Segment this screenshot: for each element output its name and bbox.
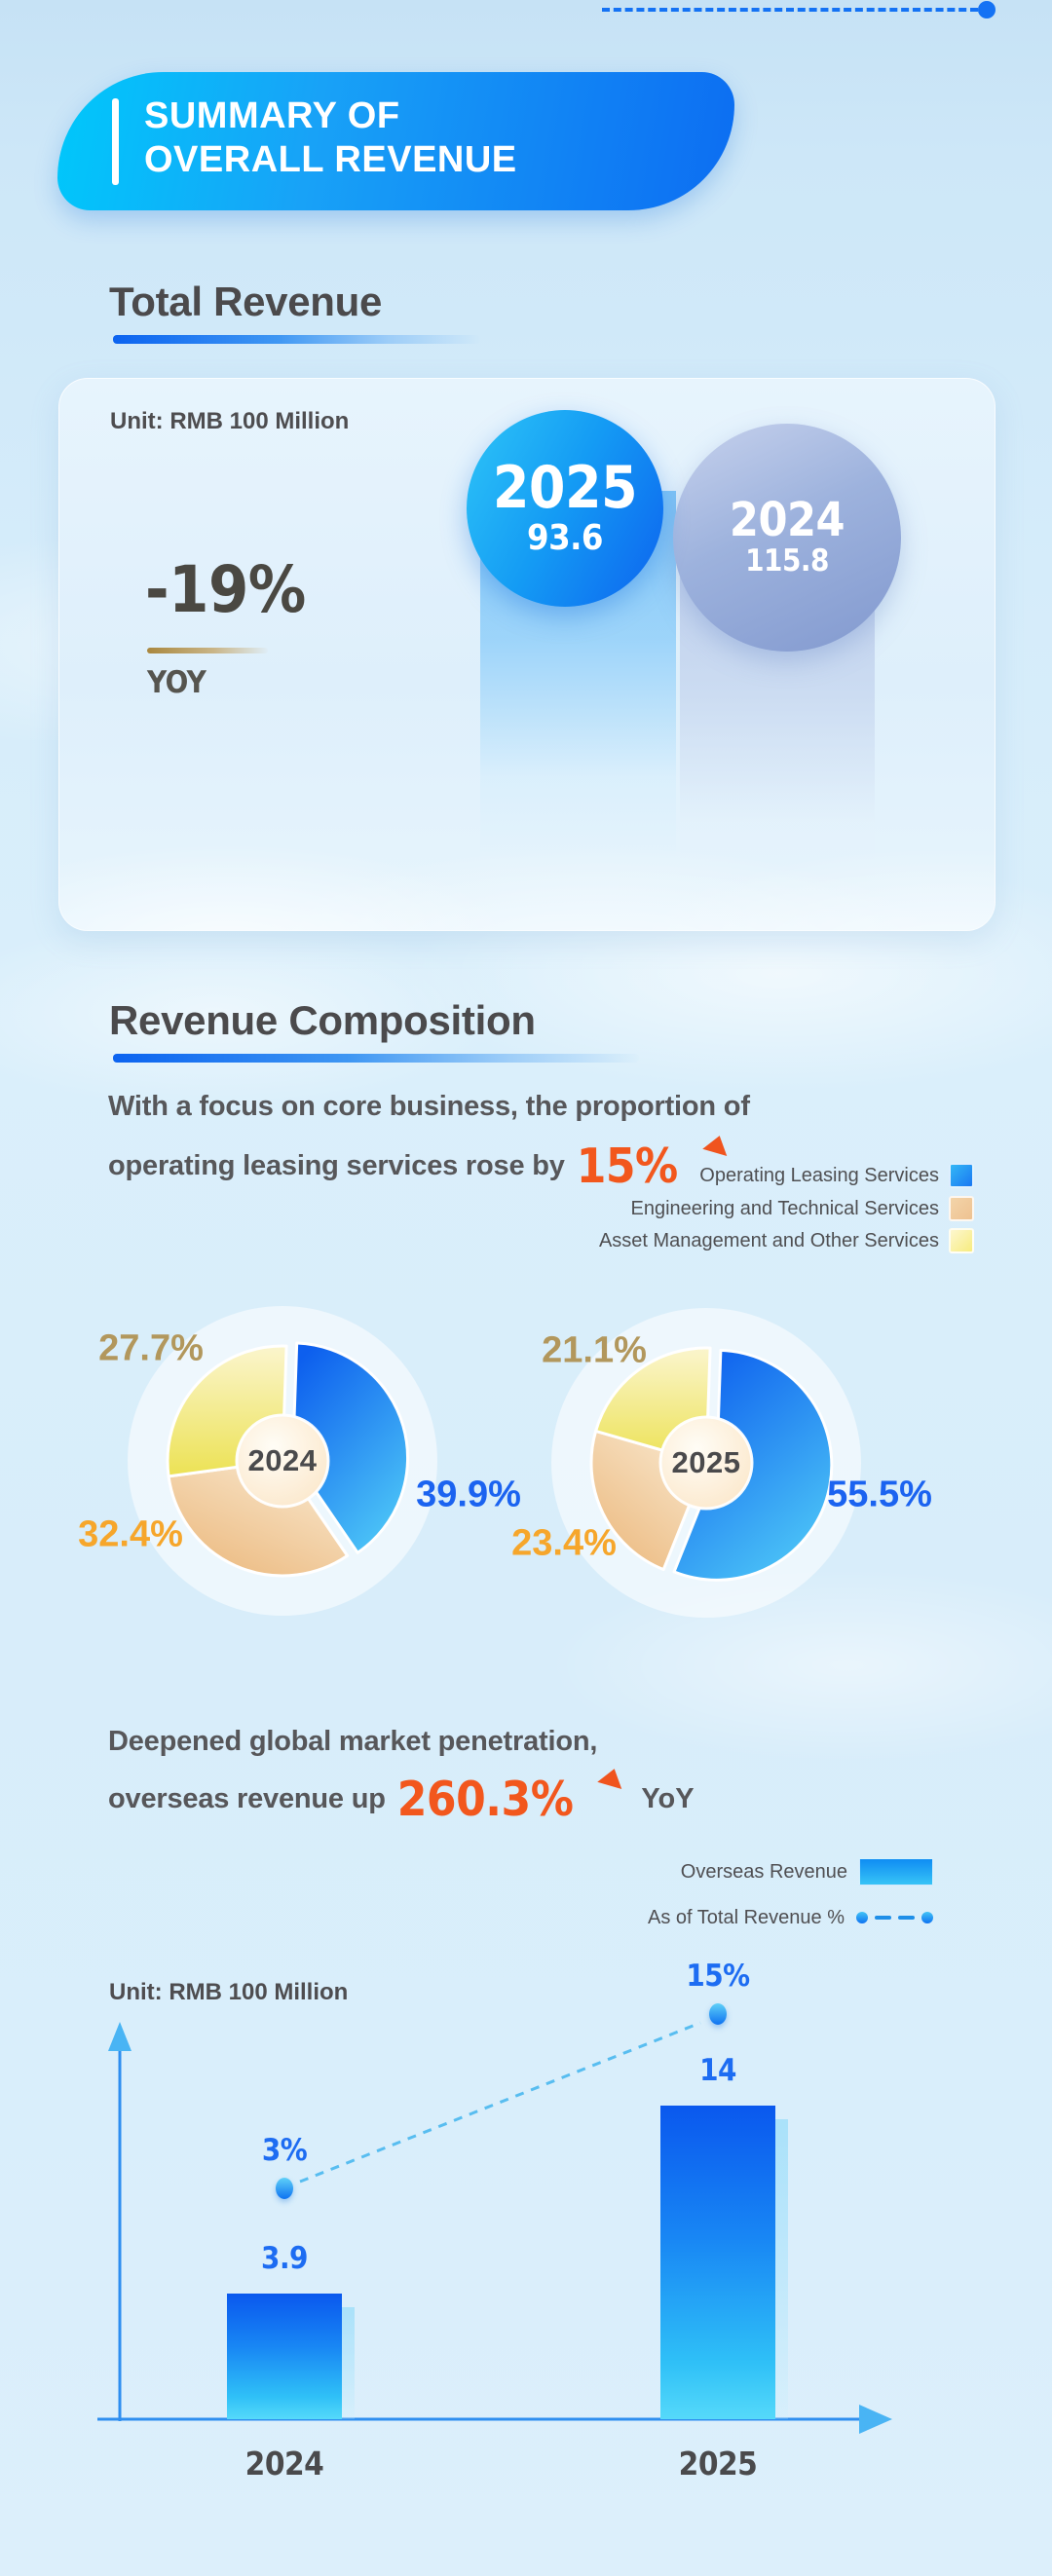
legend-dashed-line-swatch: [856, 1912, 933, 1923]
pie-chart-2024: 2024 39.9% 32.4% 27.7%: [78, 1286, 521, 1636]
dashed-trend-line: [299, 2021, 701, 2184]
unit-label: Unit: RMB 100 Million: [110, 408, 350, 434]
pie-label-asset: 21.1%: [542, 1329, 647, 1371]
page-title-line1: SUMMARY OF: [144, 95, 400, 136]
pie-label-operating: 55.5%: [827, 1474, 932, 1515]
legend-label: Engineering and Technical Services: [630, 1197, 940, 1219]
decor-dot: [978, 1, 996, 19]
yoy-suffix: YoY: [641, 1782, 695, 1814]
header-banner: SUMMARY OF OVERALL REVENUE: [57, 72, 734, 210]
pie-chart-2025: 2025 55.5% 23.4% 21.1%: [511, 1288, 932, 1638]
banner-accent-bar: [112, 98, 119, 185]
legend-label: Asset Management and Other Services: [598, 1229, 939, 1251]
chart-axes: [97, 2021, 892, 2434]
dot-icon: [921, 1912, 933, 1923]
legend-item-engineering: Engineering and Technical Services: [630, 1196, 974, 1221]
legend-item-overseas-revenue: Overseas Revenue: [681, 1858, 933, 1885]
legend-label: Overseas Revenue: [680, 1860, 847, 1883]
legend-bar-swatch: [859, 1858, 933, 1885]
dash-icon: [898, 1916, 915, 1920]
section-underline: [113, 1054, 639, 1063]
dot-icon: [856, 1912, 868, 1923]
legend-label: As of Total Revenue %: [648, 1906, 845, 1928]
legend-swatch-tan: [949, 1196, 974, 1221]
decor-dashed-line: [602, 1, 996, 19]
yoy-change-value: -19%: [145, 552, 306, 627]
mountain-decoration: [59, 735, 995, 930]
total-revenue-card: Unit: RMB 100 Million -19% YOY 2024 115.…: [58, 378, 996, 931]
pie-label-operating: 39.9%: [416, 1474, 521, 1515]
gold-underline: [147, 648, 268, 653]
page-title-line2: OVERALL REVENUE: [144, 139, 517, 180]
up-arrow-icon: [699, 1136, 727, 1189]
legend-item-operating: Operating Leasing Services: [699, 1163, 974, 1188]
pie-label-engineering: 32.4%: [78, 1513, 183, 1555]
page-title: SUMMARY OF OVERALL REVENUE: [144, 94, 517, 182]
composition-highlight-percent: 15%: [576, 1138, 679, 1194]
bar-value-label: 14: [699, 2053, 736, 2088]
pie-center-year: 2025: [671, 1445, 741, 1479]
revenue-bubble-2024: 2024 115.8: [673, 424, 901, 652]
up-arrow-icon: [595, 1769, 622, 1822]
legend-item-asset: Asset Management and Other Services: [599, 1228, 974, 1253]
percent-dot: [709, 2003, 727, 2025]
legend-swatch-yellow: [949, 1228, 974, 1253]
bar-2024: [227, 2294, 355, 2419]
overseas-highlight-percent: 260.3%: [396, 1771, 574, 1827]
legend-swatch-blue: [949, 1163, 974, 1188]
x-axis-label-2025: 2025: [678, 2445, 758, 2483]
composition-intro-line1: With a focus on core business, the propo…: [108, 1091, 750, 1122]
pie-label-engineering: 23.4%: [511, 1522, 617, 1564]
pie-center-year: 2024: [247, 1443, 318, 1477]
legend-item-total-revenue-pct: As of Total Revenue %: [648, 1904, 933, 1931]
percent-label: 15%: [686, 1959, 750, 1994]
bar-value-label: 3.9: [261, 2241, 308, 2276]
percent-dot: [276, 2178, 293, 2199]
composition-intro-line2: operating leasing services rose by 15%: [108, 1136, 734, 1194]
bubble-year: 2025: [492, 453, 638, 522]
intro-text: operating leasing services rose by: [108, 1149, 565, 1181]
intro-text: overseas revenue up: [108, 1782, 386, 1814]
legend-label: Operating Leasing Services: [699, 1164, 939, 1186]
overseas-intro-line2: overseas revenue up 260.3% YoY: [108, 1769, 695, 1827]
section-title-revenue-composition: Revenue Composition: [109, 997, 536, 1043]
yoy-caption: YOY: [147, 665, 207, 700]
percent-label: 3%: [261, 2133, 308, 2168]
x-axis-arrow-icon: [859, 2405, 892, 2434]
bubble-value: 93.6: [527, 518, 603, 559]
y-axis-arrow-icon: [108, 2022, 132, 2051]
bubble-year: 2024: [729, 492, 845, 547]
section-underline: [113, 335, 480, 344]
revenue-bubble-2025: 2025 93.6: [467, 410, 663, 607]
bubble-value: 115.8: [745, 543, 829, 579]
section-title-total-revenue: Total Revenue: [109, 279, 383, 324]
dash-icon: [875, 1916, 891, 1920]
unit-label: Unit: RMB 100 Million: [109, 1979, 349, 2005]
x-axis-label-2024: 2024: [244, 2445, 324, 2483]
bar-2025: [660, 2106, 788, 2419]
overseas-bar-chart: Unit: RMB 100 Million 3.9 14 3% 15% 2024…: [0, 1948, 1052, 2532]
overseas-intro-line1: Deepened global market penetration,: [108, 1726, 598, 1757]
pie-label-asset: 27.7%: [98, 1327, 204, 1369]
